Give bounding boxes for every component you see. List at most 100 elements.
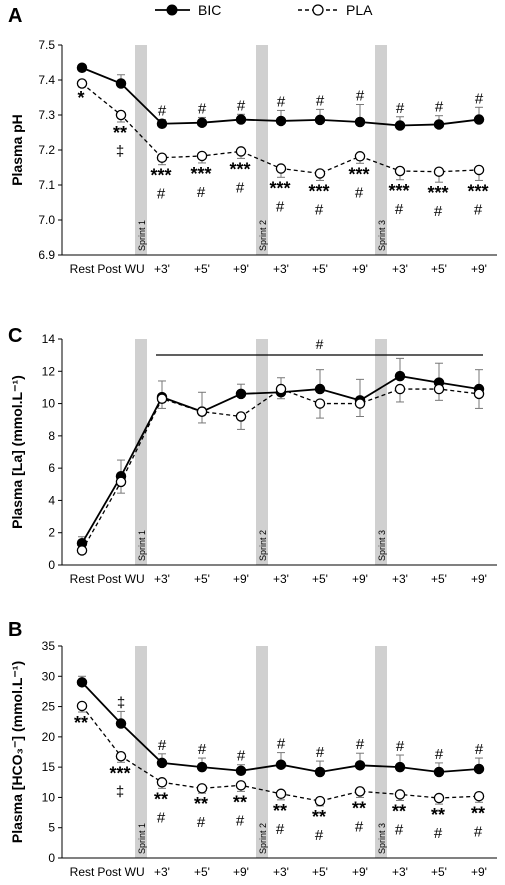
x-tick-label: +5' (194, 262, 210, 276)
x-tick-label: +9' (233, 262, 249, 276)
data-point-bic (156, 118, 168, 130)
data-point-pla (433, 383, 445, 395)
data-point-pla (433, 166, 445, 177)
y-axis-title: Plasma [HCO₃⁻] (mmol.L⁻¹) (9, 661, 25, 843)
data-point-pla (275, 163, 287, 174)
significance-mark-above: # (435, 746, 444, 763)
significance-mark-below: ** (392, 801, 406, 821)
x-tick-label: +3' (392, 865, 408, 879)
data-point-pla (354, 786, 366, 797)
significance-mark-below: # (276, 198, 285, 215)
y-tick-label: 7.2 (38, 143, 55, 157)
significance-mark-below: ** (194, 794, 208, 814)
sprint-label: Sprint 1 (137, 823, 147, 854)
significance-mark-above: # (316, 744, 325, 761)
data-point-pla (314, 168, 326, 179)
sprint-label: Sprint 3 (377, 823, 387, 854)
significance-mark-below: ** (273, 801, 287, 821)
data-point-pla (196, 783, 208, 794)
sprint-label: Sprint 2 (258, 530, 268, 561)
significance-mark-below: ** (154, 789, 168, 809)
data-point-bic (394, 120, 406, 131)
significance-mark-below: *** (190, 164, 211, 184)
x-tick-label: Post WU (97, 572, 144, 586)
significance-mark-below: ** (233, 792, 247, 812)
significance-mark-above: # (198, 100, 207, 117)
sprint-label: Sprint 3 (377, 220, 387, 251)
significance-mark-below: # (197, 814, 206, 831)
significance-mark-above: ‡ (117, 694, 125, 711)
x-tick-label: +5' (312, 572, 328, 586)
data-point-bic (354, 116, 366, 128)
data-point-bic (235, 388, 247, 400)
significance-mark-below: # (474, 823, 483, 840)
x-tick-label: +9' (471, 865, 487, 879)
y-tick-label: 5 (48, 821, 55, 835)
sprint-label: Sprint 1 (137, 530, 147, 561)
significance-mark-below: # (395, 201, 404, 218)
significance-mark-below: *** (427, 183, 448, 203)
significance-mark-below: *** (388, 181, 409, 201)
x-tick-label: +9' (352, 865, 368, 879)
data-point-pla (314, 398, 326, 409)
data-point-pla (196, 150, 208, 162)
panel-letter-b: B (8, 619, 22, 641)
data-point-pla (156, 777, 168, 788)
x-tick-label: +3' (392, 262, 408, 276)
panel-bicarbonate: B Sprint 1 Sprint 2 Sprint 3 0 5 10 15 20 25 30 35… (8, 619, 497, 879)
significance-mark-below: * (77, 88, 84, 108)
y-tick-label: 6.9 (38, 248, 55, 262)
significance-mark-above: # (277, 736, 286, 753)
data-point-bic (433, 119, 445, 130)
x-tick-label: +9' (471, 262, 487, 276)
data-point-bic (354, 760, 366, 771)
significance-mark-below: ‡ (116, 143, 124, 160)
data-point-pla (275, 788, 287, 800)
y-tick-label: 12 (42, 364, 56, 378)
y-tick-label: 7.1 (38, 178, 55, 192)
x-tick-label: Rest (70, 572, 95, 586)
significance-mark-above: # (158, 737, 167, 754)
significance-mark-above: # (475, 741, 484, 758)
legend: BIC PLA (155, 2, 373, 18)
data-point-pla (115, 750, 127, 762)
data-point-bic (196, 117, 208, 128)
data-point-pla (394, 383, 406, 395)
y-tick-label: 7.4 (38, 73, 55, 87)
data-point-pla (473, 388, 485, 400)
data-point-pla (235, 411, 247, 422)
data-point-bic (473, 763, 485, 775)
panel-lactate: C Sprint 1 Sprint 2 Sprint 3 0 2 4 6 8 10 12 14 Pla… (8, 325, 497, 586)
data-point-pla (354, 398, 366, 409)
y-tick-label: 15 (42, 760, 56, 774)
panel-letter-a: A (8, 5, 22, 27)
y-tick-label: 7.3 (38, 108, 55, 122)
x-tick-label: +5' (431, 262, 447, 276)
sprint-band (135, 646, 147, 858)
data-point-pla (473, 164, 485, 176)
x-tick-label: Rest (70, 262, 95, 276)
y-tick-label: 35 (42, 639, 56, 653)
sprint-label: Sprint 3 (377, 530, 387, 561)
x-tick-label: +3' (154, 572, 170, 586)
data-point-bic (473, 114, 485, 125)
x-tick-label: +9' (352, 572, 368, 586)
data-point-bic (76, 677, 88, 688)
significance-mark-above: # (435, 99, 444, 116)
legend-entry-pla: PLA (298, 2, 373, 18)
significance-mark-above: # (475, 90, 484, 107)
data-point-pla (394, 165, 406, 177)
sprint-band (256, 646, 268, 858)
significance-mark-below: ** (113, 123, 127, 143)
data-point-bic (314, 383, 326, 395)
sprint-label: Sprint 2 (258, 823, 268, 854)
panel-letter-c: C (8, 325, 22, 347)
significance-mark-below: *** (269, 178, 290, 198)
y-tick-label: 10 (42, 397, 56, 411)
sprint-band (375, 45, 387, 255)
significance-mark-below: *** (109, 763, 130, 783)
x-tick-label: +3' (154, 262, 170, 276)
significance-mark-below: # (157, 186, 166, 203)
sprint-band (135, 45, 147, 255)
data-point-bic (394, 370, 406, 382)
